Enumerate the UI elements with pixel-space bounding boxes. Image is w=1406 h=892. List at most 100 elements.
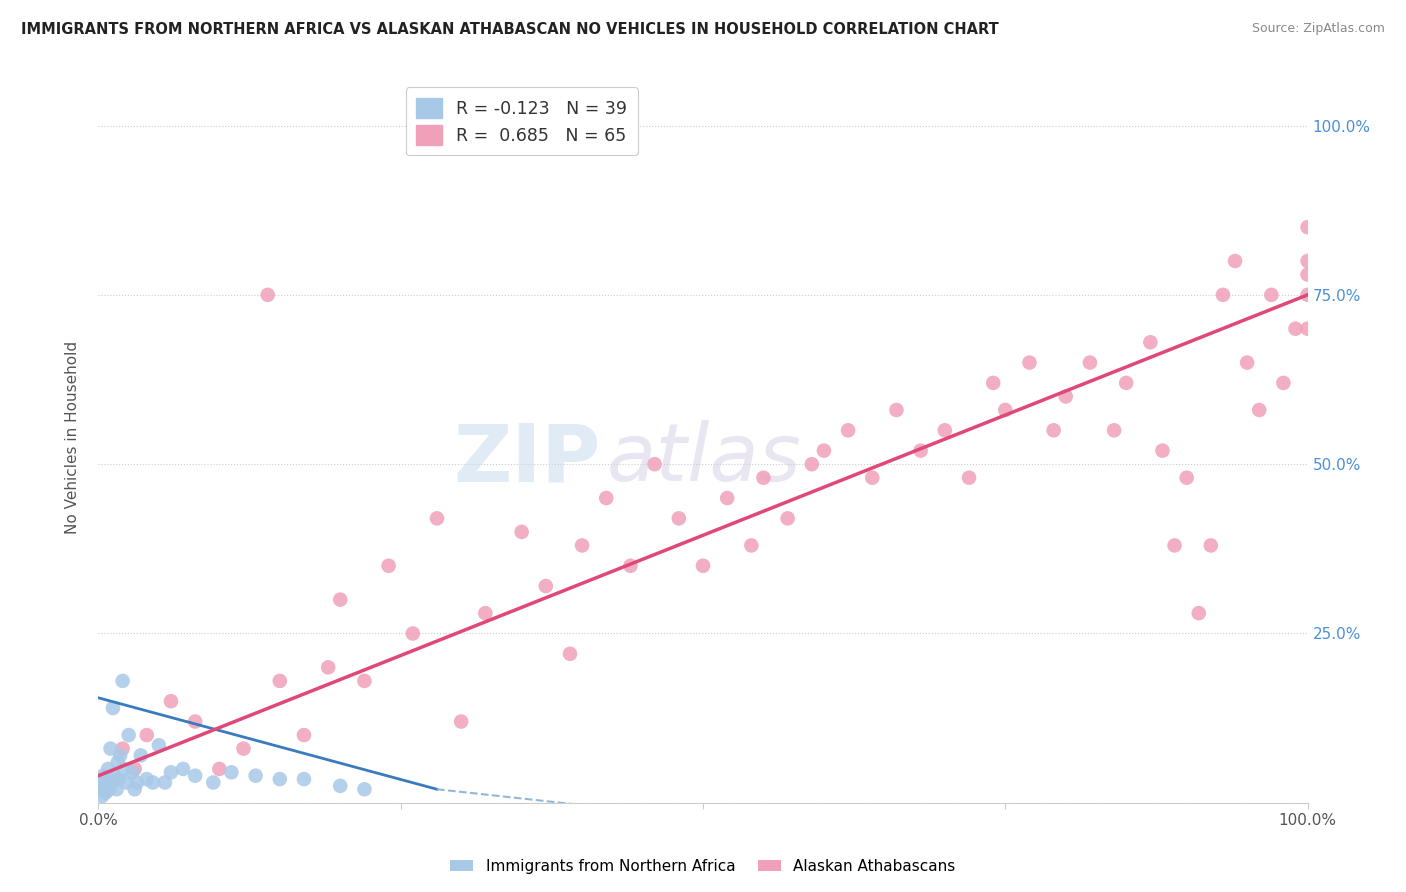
Point bbox=[124, 762, 146, 776]
Point bbox=[89, 775, 111, 789]
Point bbox=[269, 772, 291, 786]
Point bbox=[1188, 606, 1211, 620]
Point bbox=[96, 772, 118, 786]
Text: ZIP: ZIP bbox=[453, 420, 600, 498]
Point bbox=[619, 558, 641, 573]
Point bbox=[740, 538, 762, 552]
Point bbox=[571, 538, 593, 552]
Legend: Immigrants from Northern Africa, Alaskan Athabascans: Immigrants from Northern Africa, Alaskan… bbox=[444, 853, 962, 880]
Point bbox=[148, 738, 170, 752]
Point bbox=[1296, 268, 1319, 282]
Point bbox=[97, 762, 120, 776]
Point bbox=[98, 782, 121, 797]
Point bbox=[776, 511, 799, 525]
Point bbox=[1212, 288, 1234, 302]
Point bbox=[101, 701, 124, 715]
Point bbox=[1175, 471, 1198, 485]
Point bbox=[1296, 322, 1319, 336]
Point bbox=[510, 524, 533, 539]
Point bbox=[93, 779, 115, 793]
Point bbox=[837, 423, 859, 437]
Point bbox=[534, 579, 557, 593]
Point bbox=[100, 741, 122, 756]
Point bbox=[558, 647, 581, 661]
Point bbox=[1296, 288, 1319, 302]
Text: Source: ZipAtlas.com: Source: ZipAtlas.com bbox=[1251, 22, 1385, 36]
Point bbox=[910, 443, 932, 458]
Point bbox=[135, 728, 157, 742]
Point bbox=[668, 511, 690, 525]
Point bbox=[474, 606, 496, 620]
Point bbox=[105, 782, 128, 797]
Point bbox=[124, 782, 146, 797]
Point bbox=[153, 775, 176, 789]
Legend: R = -0.123   N = 39, R =  0.685   N = 65: R = -0.123 N = 39, R = 0.685 N = 65 bbox=[406, 87, 637, 155]
Point bbox=[329, 592, 352, 607]
Point bbox=[232, 741, 254, 756]
Point bbox=[1018, 355, 1040, 369]
Point bbox=[377, 558, 399, 573]
Point bbox=[1042, 423, 1064, 437]
Point bbox=[1054, 389, 1077, 403]
Point bbox=[91, 769, 114, 783]
Point bbox=[184, 769, 207, 783]
Point bbox=[957, 471, 980, 485]
Point bbox=[1223, 254, 1246, 268]
Point bbox=[329, 779, 352, 793]
Point bbox=[353, 673, 375, 688]
Point bbox=[108, 772, 131, 786]
Point bbox=[245, 769, 267, 783]
Point bbox=[450, 714, 472, 729]
Point bbox=[91, 789, 114, 803]
Point bbox=[716, 491, 738, 505]
Point bbox=[1296, 254, 1319, 268]
Point bbox=[112, 762, 135, 776]
Point bbox=[111, 673, 134, 688]
Point bbox=[1102, 423, 1125, 437]
Point bbox=[644, 457, 666, 471]
Point bbox=[269, 673, 291, 688]
Point bbox=[115, 775, 138, 789]
Point bbox=[292, 772, 315, 786]
Point bbox=[353, 782, 375, 797]
Point bbox=[292, 728, 315, 742]
Point bbox=[1078, 355, 1101, 369]
Y-axis label: No Vehicles in Household: No Vehicles in Household bbox=[65, 341, 80, 533]
Point bbox=[108, 748, 131, 763]
Point bbox=[142, 775, 165, 789]
Point bbox=[160, 694, 183, 708]
Point bbox=[221, 765, 243, 780]
Point bbox=[118, 728, 141, 742]
Point bbox=[184, 714, 207, 729]
Point bbox=[1296, 220, 1319, 235]
Point bbox=[1152, 443, 1174, 458]
Text: IMMIGRANTS FROM NORTHERN AFRICA VS ALASKAN ATHABASCAN NO VEHICLES IN HOUSEHOLD C: IMMIGRANTS FROM NORTHERN AFRICA VS ALASK… bbox=[21, 22, 998, 37]
Point bbox=[800, 457, 823, 471]
Point bbox=[860, 471, 883, 485]
Point bbox=[426, 511, 449, 525]
Point bbox=[1249, 403, 1271, 417]
Point bbox=[100, 775, 122, 789]
Point bbox=[172, 762, 194, 776]
Point bbox=[1163, 538, 1185, 552]
Point bbox=[1284, 322, 1306, 336]
Point bbox=[121, 765, 143, 780]
Point bbox=[135, 772, 157, 786]
Point bbox=[1260, 288, 1282, 302]
Point bbox=[103, 769, 125, 783]
Point bbox=[752, 471, 775, 485]
Point bbox=[202, 775, 225, 789]
Point bbox=[595, 491, 617, 505]
Point bbox=[129, 748, 152, 763]
Point bbox=[994, 403, 1017, 417]
Point bbox=[1115, 376, 1137, 390]
Point bbox=[981, 376, 1004, 390]
Point bbox=[90, 782, 112, 797]
Point bbox=[692, 558, 714, 573]
Point bbox=[94, 786, 117, 800]
Point bbox=[208, 762, 231, 776]
Point bbox=[127, 775, 149, 789]
Point bbox=[1139, 335, 1161, 350]
Text: atlas: atlas bbox=[606, 420, 801, 498]
Point bbox=[160, 765, 183, 780]
